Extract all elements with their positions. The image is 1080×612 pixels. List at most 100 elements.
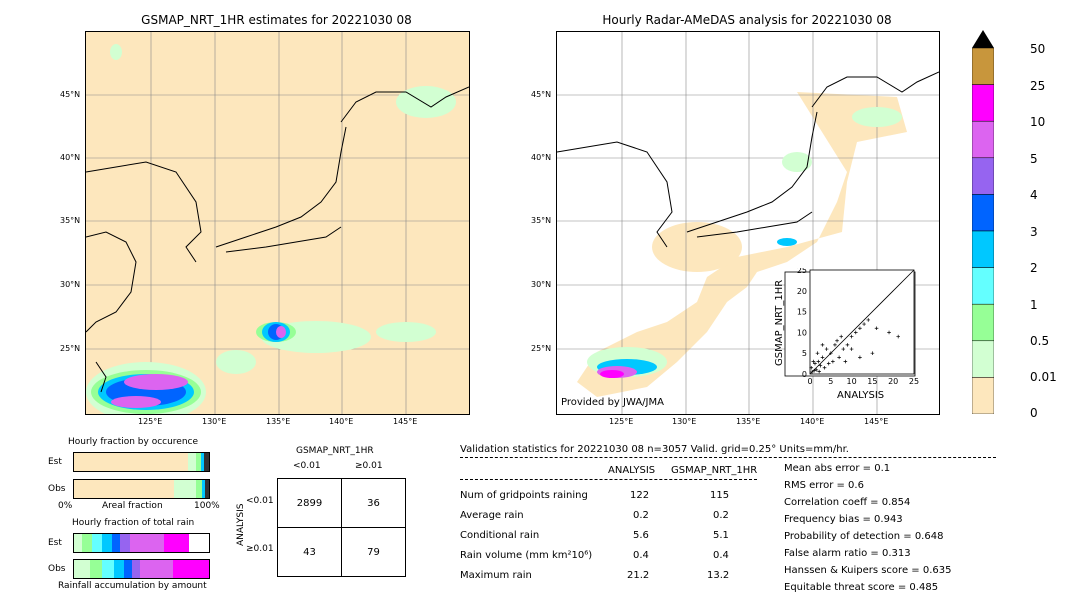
- scatter-x-tick: 10: [847, 377, 857, 386]
- scatter-point: [841, 347, 846, 351]
- scatter-y-tick: 20: [797, 287, 807, 296]
- validation-row-analysis: 0.4: [633, 550, 649, 561]
- scatter-point: [810, 370, 814, 374]
- left-lat-tick-25: 25°N: [60, 344, 81, 353]
- colorbar-segment: [972, 120, 994, 159]
- validation-row-label: Num of gridpoints raining: [460, 490, 588, 501]
- total-rain-obs-bar: [73, 559, 210, 579]
- left-map-title: GSMAP_NRT_1HR estimates for 20221030 08: [141, 13, 412, 27]
- contingency-table: 2899 36 43 79: [277, 478, 406, 577]
- score-mean-abs-error: Mean abs error = 0.1: [784, 463, 891, 474]
- validation-header: Validation statistics for 20221030 08 n=…: [460, 444, 849, 455]
- colorbar-segment: [972, 230, 994, 268]
- scatter-point: [824, 347, 829, 351]
- validation-row-analysis: 5.6: [633, 530, 649, 541]
- left-lat-tick-35: 35°N: [60, 216, 81, 225]
- validation-row-label: Average rain: [460, 510, 524, 521]
- score-frequency-bias: Frequency bias = 0.943: [784, 514, 903, 525]
- scatter-y-tick: 15: [797, 308, 807, 317]
- validation-col-analysis: ANALYSIS: [608, 465, 656, 476]
- left-lon-tick-130: 130°E: [202, 417, 227, 426]
- scatter-point: [858, 355, 862, 360]
- score-rms-error: RMS error = 0.6: [784, 480, 864, 491]
- scatter-point: [829, 351, 833, 355]
- score-ets: Equitable threat score = 0.485: [784, 582, 939, 593]
- contingency-side-label: ANALYSIS: [236, 503, 246, 546]
- cbar-label-5: 5: [1030, 152, 1038, 166]
- left-lon-tick-135: 135°E: [266, 417, 291, 426]
- scatter-point: [849, 347, 854, 351]
- left-lat-tick-45: 45°N: [60, 90, 81, 99]
- occurrence-axis-mid: Areal fraction: [102, 501, 163, 511]
- scatter-point: [839, 334, 843, 339]
- right-lat-tick-35: 35°N: [531, 216, 552, 225]
- left-lon-tick-145: 145°E: [393, 417, 418, 426]
- left-lon-tick-125: 125°E: [138, 417, 163, 426]
- scatter-point: [853, 330, 858, 335]
- scatter-x-tick: 20: [888, 377, 898, 386]
- contingency-row1: <0.01: [246, 496, 274, 506]
- colorbar-canvas: [972, 30, 994, 414]
- validation-row-analysis: 0.2: [633, 510, 649, 521]
- right-lon-tick-130: 130°E: [672, 417, 697, 426]
- scatter-point: [818, 363, 823, 368]
- scatter-inset: 0 0 5 5 10 10 15 15 20 20 25 25: [782, 268, 922, 400]
- score-correlation: Correlation coeff = 0.854: [784, 497, 911, 508]
- left-map-canvas: [86, 32, 469, 414]
- cbar-label-0: 0: [1030, 406, 1038, 420]
- scatter-point: [870, 351, 875, 355]
- validation-row-gsmap: 13.2: [707, 570, 730, 581]
- scatter-diagonal: [809, 269, 915, 375]
- validation-row-analysis: 21.2: [627, 570, 650, 581]
- scatter-y-tick: 10: [797, 328, 807, 337]
- cbar-label-3: 3: [1030, 225, 1038, 239]
- contingency-cell-nn: 2899: [277, 478, 342, 528]
- scatter-point: [849, 334, 854, 339]
- validation-row-label: Conditional rain: [460, 530, 540, 541]
- left-lon-tick-140: 140°E: [329, 417, 354, 426]
- right-lat-tick-40: 40°N: [531, 153, 552, 162]
- scatter-point: [831, 359, 835, 364]
- validation-row-gsmap: 0.2: [713, 510, 729, 521]
- colorbar-segment: [972, 47, 994, 85]
- total-rain-footer: Rainfall accumulation by amount: [58, 581, 207, 591]
- scatter-ylabel: GSMAP_NRT_1HR: [774, 279, 785, 366]
- scatter-y-tick: 5: [802, 349, 807, 358]
- cbar-label-25: 25: [1030, 79, 1046, 93]
- right-lat-tick-25: 25°N: [531, 344, 552, 353]
- scatter-point: [833, 343, 837, 347]
- colorbar-segment: [972, 157, 994, 195]
- occurrence-obs-label: Obs: [48, 484, 66, 494]
- scatter-point: [812, 368, 816, 373]
- contingency-cell-yn: 43: [277, 527, 342, 577]
- scatter-x-tick: 25: [909, 377, 919, 386]
- scatter-point: [817, 369, 821, 374]
- scatter-x-tick: 0: [807, 377, 812, 386]
- scatter-point: [820, 343, 825, 347]
- colorbar-segment: [972, 267, 994, 305]
- contingency-row2: ≥0.01: [246, 544, 274, 554]
- total-rain-title: Hourly fraction of total rain: [72, 518, 195, 528]
- cbar-label-10: 10: [1030, 115, 1046, 129]
- contingency-cell-ny: 36: [341, 478, 406, 528]
- colorbar-segment: [972, 84, 994, 122]
- colorbar-overflow-arrow: [972, 30, 994, 48]
- cbar-label-1: 1: [1030, 298, 1038, 312]
- cbar-label-4: 4: [1030, 188, 1038, 202]
- total-rain-est-bar: [73, 533, 210, 553]
- scatter-point: [858, 326, 862, 331]
- contingency-col2: ≥0.01: [355, 461, 383, 471]
- contingency-header: GSMAP_NRT_1HR: [296, 446, 374, 456]
- scatter-point: [809, 365, 814, 370]
- scatter-plot: 00 5 5 10 10 15 15 20 20 25 25: [797, 268, 919, 386]
- right-lon-tick-125: 125°E: [609, 417, 634, 426]
- left-lat-tick-30: 30°N: [60, 280, 81, 289]
- colorbar-segment: [972, 377, 994, 414]
- validation-row-gsmap: 0.4: [713, 550, 729, 561]
- scatter-point: [874, 326, 879, 331]
- scatter-point: [820, 355, 825, 360]
- scatter-point: [843, 359, 848, 364]
- validation-row-analysis: 122: [630, 490, 650, 501]
- scatter-point: [845, 343, 850, 347]
- scatter-point: [814, 368, 819, 372]
